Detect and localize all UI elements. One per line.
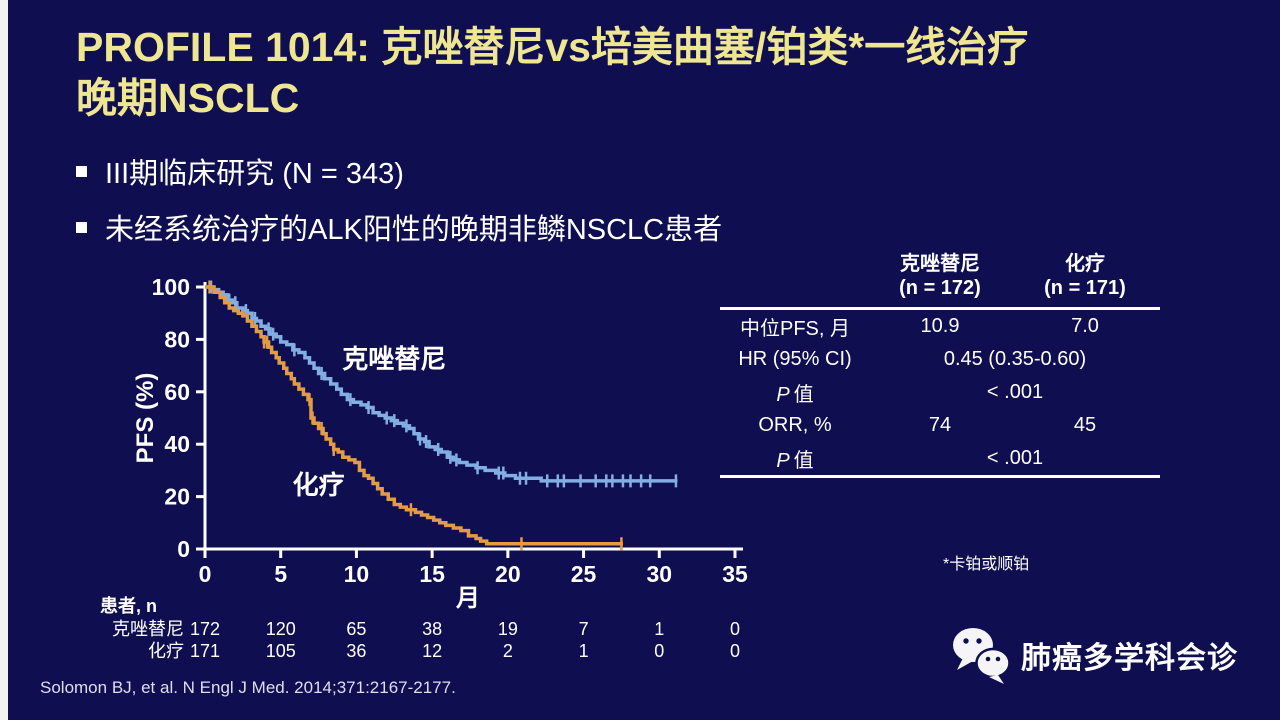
stats-col-header-n: (n = 172): [899, 277, 981, 299]
x-tick-label: 30: [646, 561, 672, 587]
stats-header-row: 克唑替尼 (n = 172) 化疗 (n = 171): [720, 252, 1160, 307]
at-risk-value: 38: [422, 619, 442, 639]
at-risk-row-label: 化疗: [148, 641, 184, 661]
wechat-account-name: 肺癌多学科会诊: [1021, 642, 1238, 675]
stats-col-header-name: 克唑替尼: [900, 253, 980, 275]
bullet-square-icon: [76, 221, 87, 233]
citation: Solomon BJ, et al. N Engl J Med. 2014;37…: [40, 678, 456, 697]
wechat-branding: 肺癌多学科会诊: [951, 625, 1238, 685]
bullet-text: 未经系统治疗的ALK阳性的晚期非鳞NSCLC患者: [105, 214, 723, 246]
bullet-list: III期临床研究 (N = 343) 未经系统治疗的ALK阳性的晚期非鳞NSCL…: [76, 152, 1056, 264]
title-line1: PROFILE 1014: 克唑替尼vs培美曲塞/铂类*一线治疗: [76, 24, 1029, 70]
at-risk-value: 105: [266, 641, 296, 661]
x-tick-label: 25: [571, 561, 597, 587]
bullet-text: III期临床研究 (N = 343): [105, 158, 404, 190]
stats-row-label: 中位PFS, 月: [739, 318, 850, 340]
stats-row: 中位PFS, 月 10.9 7.0: [720, 310, 1160, 343]
x-tick-label: 20: [495, 561, 521, 587]
y-tick-label: 40: [164, 431, 190, 457]
km-curve-crizotinib: [205, 285, 678, 483]
table-rule: [720, 475, 1160, 478]
x-tick-label: 35: [722, 561, 748, 587]
series-label-chemo: 化疗: [293, 470, 345, 500]
stats-row-label: HR (95% CI): [738, 348, 852, 370]
km-curve-chemo: [205, 285, 623, 546]
at-risk-value: 0: [730, 641, 740, 661]
stats-col-header-crizotinib: 克唑替尼 (n = 172): [870, 252, 1010, 307]
stats-col-header-chemo: 化疗 (n = 171): [1010, 252, 1160, 307]
at-risk-value: 0: [730, 619, 740, 639]
y-axis-title: PFS (%): [132, 373, 159, 464]
y-tick-label: 100: [152, 274, 190, 300]
at-risk-value: 1: [654, 619, 664, 639]
x-axis-title: 月: [455, 585, 480, 612]
stats-span-value: < .001: [986, 447, 1044, 469]
stats-table: 克唑替尼 (n = 172) 化疗 (n = 171) 中位PFS, 月 10.9 7.0 H…: [720, 252, 1160, 478]
wechat-icon: [953, 628, 1011, 684]
at-risk-value: 171: [190, 641, 220, 661]
left-edge-strip: [0, 0, 8, 720]
at-risk-value: 7: [579, 619, 589, 639]
at-risk-value: 172: [190, 619, 220, 639]
stats-value: 10.9: [920, 315, 960, 337]
at-risk-value: 12: [422, 641, 442, 661]
stats-row-label: ORR, %: [758, 414, 832, 436]
y-tick-label: 0: [177, 536, 190, 562]
stats-value: 74: [928, 414, 952, 436]
stats-row: P 值 < .001: [720, 442, 1160, 475]
y-tick-label: 80: [164, 326, 190, 352]
x-tick-label: 15: [419, 561, 445, 587]
y-tick-label: 60: [164, 379, 190, 405]
stats-col-header-n: (n = 171): [1044, 277, 1126, 299]
stats-value: 7.0: [1071, 315, 1099, 337]
bullet-item-population: 未经系统治疗的ALK阳性的晚期非鳞NSCLC患者: [76, 208, 1056, 246]
at-risk-value: 19: [498, 619, 518, 639]
at-risk-row-label: 克唑替尼: [112, 619, 184, 639]
x-tick-label: 5: [274, 561, 287, 587]
table-rule: [720, 307, 1160, 310]
at-risk-value: 120: [266, 619, 296, 639]
stats-col-header-name: 化疗: [1065, 253, 1105, 275]
stats-row-label: P 值: [776, 384, 814, 406]
stats-span-value: 0.45 (0.35-0.60): [943, 348, 1087, 370]
page-title: PROFILE 1014: 克唑替尼vs培美曲塞/铂类*一线治疗 晚期NSCLC: [76, 22, 1236, 125]
footnote: *卡铂或顺铂: [943, 556, 1030, 573]
stats-row: HR (95% CI) 0.45 (0.35-0.60): [720, 343, 1160, 376]
at-risk-value: 2: [503, 641, 513, 661]
at-risk-header: 患者, n: [100, 596, 157, 616]
title-line2: 晚期NSCLC: [76, 75, 300, 122]
stats-row: P 值 < .001: [720, 376, 1160, 409]
at-risk-value: 0: [654, 641, 664, 661]
at-risk-value: 1: [579, 641, 589, 661]
stats-row-label: P 值: [776, 450, 814, 472]
series-label-crizotinib: 克唑替尼: [342, 344, 446, 374]
at-risk-value: 36: [346, 641, 366, 661]
stats-span-value: < .001: [986, 381, 1044, 403]
bullet-item-study: III期临床研究 (N = 343): [76, 152, 1056, 190]
x-tick-label: 0: [199, 561, 212, 587]
x-tick-label: 10: [344, 561, 370, 587]
stats-value: 45: [1073, 414, 1097, 436]
at-risk-value: 65: [346, 619, 366, 639]
bullet-square-icon: [76, 165, 87, 177]
y-tick-label: 20: [164, 484, 190, 510]
stats-row: ORR, % 74 45: [720, 409, 1160, 442]
